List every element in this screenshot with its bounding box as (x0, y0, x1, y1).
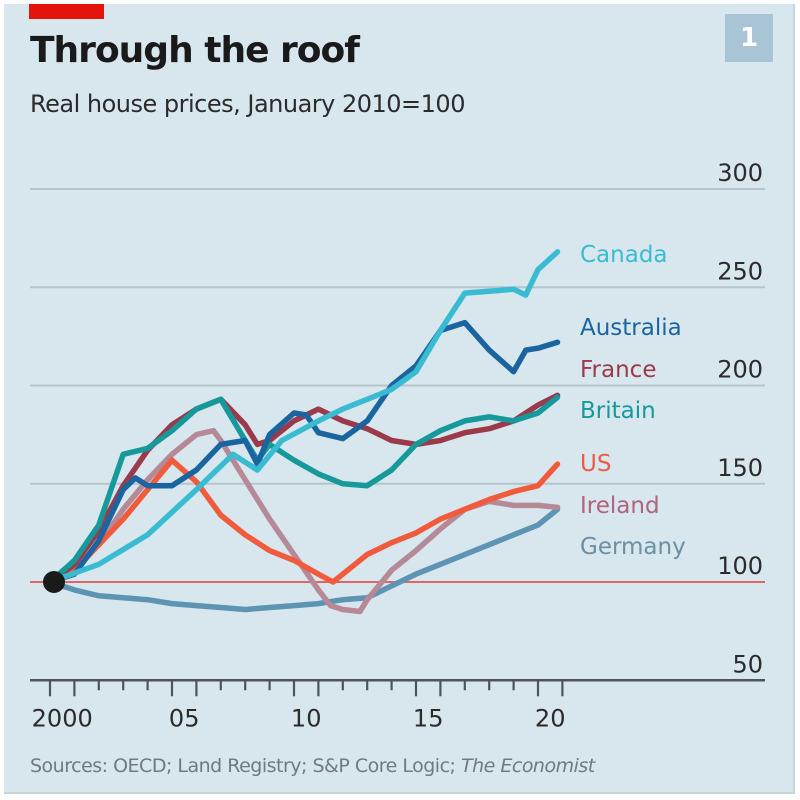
sources-italic: The Economist (460, 755, 595, 777)
series-label-germany: Germany (580, 534, 686, 560)
x-tick-label: 15 (413, 704, 444, 732)
y-tick-label: 250 (717, 257, 763, 285)
y-tick-label: 300 (717, 159, 763, 187)
chart-subtitle: Real house prices, January 2010=100 (30, 90, 465, 118)
series-line-ireland (47, 427, 561, 615)
series-label-ireland: Ireland (580, 493, 660, 519)
series-line-canada (47, 249, 561, 585)
series-line-britain (47, 394, 561, 585)
series-line-australia (47, 319, 561, 585)
series-line-france (47, 392, 561, 585)
x-tick-label: 2000 (32, 704, 93, 732)
chart-panel (4, 4, 795, 794)
series-label-australia: Australia (580, 315, 682, 341)
chart-number-badge: 1 (725, 14, 773, 62)
series-line-us (47, 457, 561, 585)
x-tick-label: 10 (291, 704, 322, 732)
start-point-dot (43, 571, 65, 593)
economist-red-bar (29, 4, 104, 19)
series-label-us: US (580, 451, 611, 477)
series-line-germany (47, 506, 561, 613)
sources-text: Sources: OECD; Land Registry; S&P Core L… (30, 755, 461, 777)
y-axis-labels: 50 100 150 200 250 300 (717, 159, 763, 678)
y-tick-label: 100 (717, 552, 763, 580)
sources-note: Sources: OECD; Land Registry; S&P Core L… (30, 755, 595, 777)
x-tick-label: 05 (169, 704, 200, 732)
x-axis: 2000 05 10 15 20 (32, 680, 566, 732)
series-lines (43, 249, 561, 615)
series-label-france: France (580, 357, 656, 383)
series-labels: Canada Australia France Britain US Ireland Ger… (580, 242, 686, 560)
series-label-canada: Canada (580, 242, 668, 268)
chart-title: Through the roof (30, 30, 360, 71)
y-tick-label: 200 (717, 356, 763, 384)
y-tick-label: 50 (732, 650, 763, 678)
x-tick-label: 20 (535, 704, 566, 732)
y-tick-label: 150 (717, 454, 763, 482)
series-label-britain: Britain (580, 398, 656, 424)
